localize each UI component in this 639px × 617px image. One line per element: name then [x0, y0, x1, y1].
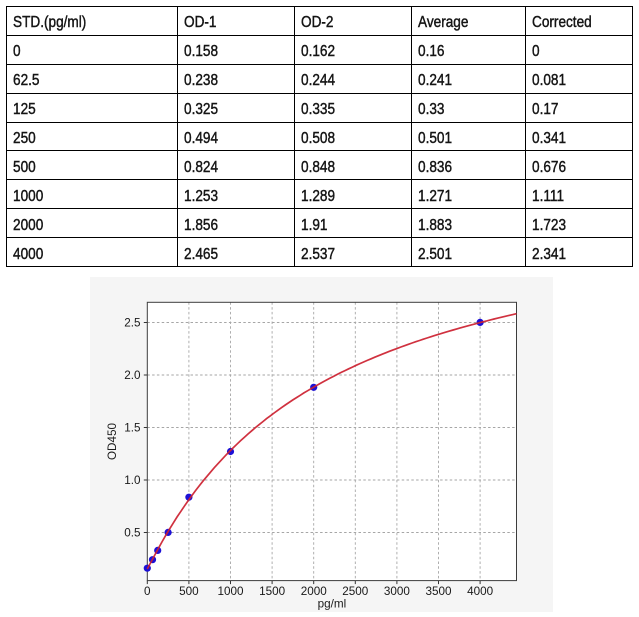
svg-text:1000: 1000	[217, 585, 244, 598]
svg-text:pg/ml: pg/ml	[318, 598, 347, 611]
svg-text:1.0: 1.0	[124, 474, 141, 487]
svg-text:1500: 1500	[259, 585, 286, 598]
svg-text:1.5: 1.5	[124, 422, 141, 435]
svg-text:0.5: 0.5	[124, 527, 141, 540]
svg-text:2.5: 2.5	[124, 317, 141, 330]
svg-text:3000: 3000	[384, 585, 411, 598]
svg-text:2000: 2000	[301, 585, 328, 598]
svg-text:3500: 3500	[425, 585, 452, 598]
svg-text:500: 500	[179, 585, 199, 598]
svg-text:2.0: 2.0	[124, 369, 141, 382]
svg-text:4000: 4000	[467, 585, 494, 598]
svg-text:2500: 2500	[342, 585, 369, 598]
svg-text:OD450: OD450	[106, 422, 119, 460]
svg-text:0: 0	[144, 585, 151, 598]
